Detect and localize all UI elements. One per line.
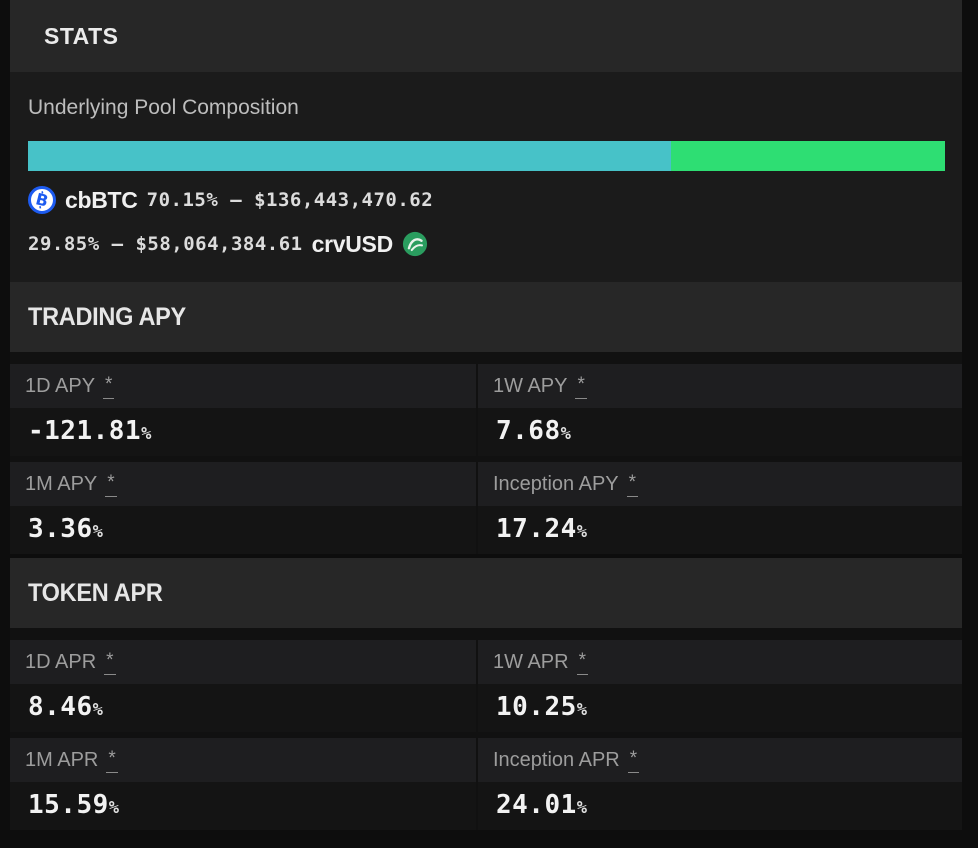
stat-value-number: 8.46 bbox=[28, 692, 93, 722]
stat-value-number: 3.36 bbox=[28, 514, 93, 544]
stats-title: STATS bbox=[44, 22, 119, 49]
pool-composition-bar bbox=[28, 141, 945, 171]
pool-composition-section: Underlying Pool Composition B cbBTC 70.1… bbox=[10, 72, 962, 282]
column-gap bbox=[476, 640, 478, 684]
column-gap bbox=[476, 364, 478, 408]
stat-value-unit: % bbox=[141, 424, 152, 444]
token-apr-title: TOKEN APR bbox=[28, 578, 163, 607]
stat-value-unit: % bbox=[576, 522, 588, 542]
token-row-cbbtc: B cbBTC 70.15% — $136,443,470.62 bbox=[28, 185, 944, 215]
stat-value-number: 10.25 bbox=[496, 692, 577, 722]
trading-apy-grid: 1D APY * 1W APY * -121.81% 7.68% bbox=[10, 352, 962, 554]
token-stats-cbbtc: 70.15% — $136,443,470.62 bbox=[146, 189, 434, 211]
token-name-cbbtc: cbBTC bbox=[65, 186, 138, 213]
stat-label-inception-apy: Inception APY * bbox=[478, 462, 962, 506]
token-row-crvusd: 29.85% — $58,064,384.61 crvUSD bbox=[28, 229, 944, 259]
stat-label-1d-apy: 1D APY * bbox=[10, 364, 476, 408]
svg-text:B: B bbox=[34, 189, 50, 210]
cbbtc-icon: B bbox=[28, 186, 56, 214]
token-apr-grid: 1D APR * 1W APR * 8.46% 10.25% bbox=[10, 628, 962, 830]
stats-section-header: STATS bbox=[10, 0, 962, 72]
tooltip-asterisk[interactable]: * bbox=[576, 650, 588, 675]
stat-value-unit: % bbox=[92, 522, 103, 542]
stat-label-1m-apr: 1M APR * bbox=[10, 738, 476, 782]
column-gap bbox=[476, 506, 478, 554]
stat-label-1m-apy: 1M APY * bbox=[10, 462, 476, 506]
tooltip-asterisk[interactable]: * bbox=[627, 748, 640, 773]
token-apr-section: TOKEN APR 1D APR * 1W APR * 8. bbox=[10, 558, 962, 830]
token-stats-crvusd: 29.85% — $58,064,384.61 bbox=[28, 233, 303, 255]
stat-label-inception-apr: Inception APR * bbox=[478, 738, 962, 782]
stat-label-text: Inception APY bbox=[493, 472, 619, 495]
trading-apy-section: TRADING APY 1D APY * 1W APY * bbox=[10, 282, 962, 554]
stat-value-number: 15.59 bbox=[28, 790, 109, 820]
column-gap bbox=[476, 684, 478, 732]
column-gap bbox=[476, 408, 478, 456]
stat-label-text: 1W APR bbox=[493, 650, 569, 673]
bar-segment-cbbtc bbox=[28, 141, 672, 171]
tooltip-asterisk[interactable]: * bbox=[575, 374, 587, 399]
stat-label-1w-apr: 1W APR * bbox=[478, 640, 962, 684]
token-apr-header: TOKEN APR bbox=[10, 558, 962, 628]
stat-value-1m-apy: 3.36% bbox=[10, 506, 476, 554]
stat-value-1d-apr: 8.46% bbox=[10, 684, 476, 732]
stat-value-unit: % bbox=[92, 700, 103, 720]
trading-apy-header: TRADING APY bbox=[10, 282, 962, 352]
stat-value-unit: % bbox=[560, 424, 571, 444]
stat-value-1m-apr: 15.59% bbox=[10, 782, 476, 830]
stat-value-1w-apr: 10.25% bbox=[478, 684, 962, 732]
stat-label-text: 1W APY bbox=[493, 374, 568, 397]
stat-label-text: Inception APR bbox=[493, 748, 620, 771]
tooltip-asterisk[interactable]: * bbox=[104, 650, 116, 675]
column-gap bbox=[476, 738, 478, 782]
stat-value-unit: % bbox=[108, 798, 120, 818]
stat-label-text: 1M APY bbox=[25, 472, 98, 495]
column-gap bbox=[476, 462, 478, 506]
stat-label-text: 1D APY bbox=[25, 374, 96, 397]
token-name-crvusd: crvUSD bbox=[311, 230, 394, 257]
stats-panel: STATS Underlying Pool Composition B cbBT… bbox=[10, 0, 962, 830]
column-gap bbox=[476, 782, 478, 830]
stat-value-inception-apy: 17.24% bbox=[478, 506, 962, 554]
stat-label-text: 1M APR bbox=[25, 748, 99, 771]
stat-label-1d-apr: 1D APR * bbox=[10, 640, 476, 684]
tooltip-asterisk[interactable]: * bbox=[105, 472, 117, 497]
stat-value-inception-apr: 24.01% bbox=[478, 782, 962, 830]
crvusd-icon bbox=[402, 231, 427, 257]
bar-segment-crvusd bbox=[671, 141, 945, 171]
stat-label-1w-apy: 1W APY * bbox=[478, 364, 962, 408]
stat-value-number: 17.24 bbox=[496, 514, 577, 544]
tooltip-asterisk[interactable]: * bbox=[106, 748, 118, 773]
stat-value-number: 7.68 bbox=[496, 416, 561, 446]
trading-apy-title: TRADING APY bbox=[28, 302, 186, 331]
stat-value-number: -121.81 bbox=[28, 416, 142, 446]
tooltip-asterisk[interactable]: * bbox=[103, 374, 115, 399]
stat-value-unit: % bbox=[576, 798, 588, 818]
tooltip-asterisk[interactable]: * bbox=[626, 472, 639, 497]
stat-value-1d-apy: -121.81% bbox=[10, 408, 476, 456]
stat-value-1w-apy: 7.68% bbox=[478, 408, 962, 456]
stat-value-number: 24.01 bbox=[496, 790, 577, 820]
stat-label-text: 1D APR bbox=[25, 650, 97, 673]
pool-composition-title: Underlying Pool Composition bbox=[28, 96, 299, 119]
stat-value-unit: % bbox=[576, 700, 588, 720]
